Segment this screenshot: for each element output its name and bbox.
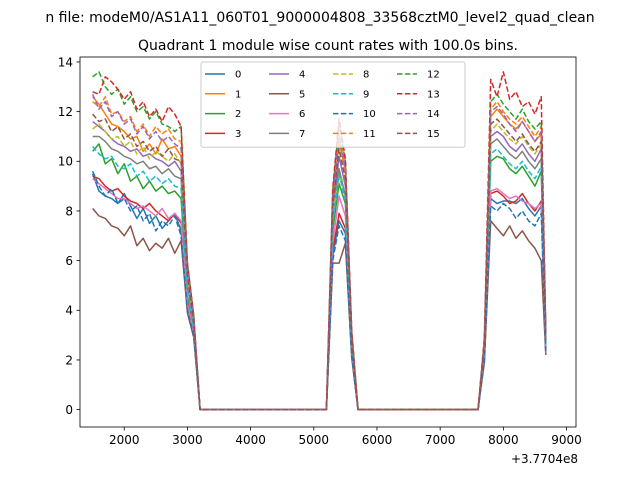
- legend-label-9: 9: [363, 89, 369, 100]
- y-tick-label-4: 4: [65, 304, 73, 318]
- legend-label-14: 14: [427, 109, 440, 120]
- y-tick-label-6: 6: [65, 254, 73, 268]
- y-tick-label-2: 2: [65, 353, 73, 367]
- y-tick-label-12: 12: [58, 105, 73, 119]
- y-tick-label-10: 10: [58, 155, 73, 169]
- x-tick-label-3000: 3000: [172, 433, 203, 447]
- y-tick-label-0: 0: [65, 403, 73, 417]
- x-axis: 2000 3000 4000 5000 6000 7000 8000 9000: [109, 427, 582, 447]
- x-tick-label-9000: 9000: [551, 433, 582, 447]
- legend-label-2: 2: [235, 109, 241, 120]
- legend-label-12: 12: [427, 70, 440, 81]
- x-tick-label-4000: 4000: [235, 433, 266, 447]
- x-tick-label-8000: 8000: [488, 433, 519, 447]
- legend-label-13: 13: [427, 89, 440, 100]
- series-layer: [91, 71, 547, 411]
- figure-suptitle: n file: modeM0/AS1A11_060T01_9000004808_…: [45, 10, 594, 26]
- legend-label-6: 6: [299, 109, 305, 120]
- legend-label-11: 11: [363, 129, 376, 140]
- legend-label-0: 0: [235, 70, 241, 81]
- y-tick-label-14: 14: [58, 55, 73, 69]
- x-tick-label-2000: 2000: [109, 433, 140, 447]
- legend-label-1: 1: [235, 89, 241, 100]
- y-axis: 0 2 4 6 8 10 12 14: [58, 55, 80, 417]
- chart-title: Quadrant 1 module wise count rates with …: [138, 38, 518, 54]
- series-line-15: [92, 113, 547, 411]
- legend-label-8: 8: [363, 70, 369, 81]
- y-tick-label-8: 8: [65, 204, 73, 218]
- x-tick-label-7000: 7000: [425, 433, 456, 447]
- legend-label-4: 4: [299, 70, 305, 81]
- legend-label-15: 15: [427, 129, 440, 140]
- legend-label-5: 5: [299, 89, 305, 100]
- x-offset-label: +3.7704e8: [511, 452, 578, 466]
- x-tick-label-5000: 5000: [299, 433, 330, 447]
- axes-frame: [79, 56, 577, 428]
- x-tick-label-6000: 6000: [362, 433, 393, 447]
- legend-label-10: 10: [363, 109, 376, 120]
- legend-label-3: 3: [235, 129, 241, 140]
- legend-label-7: 7: [299, 129, 305, 140]
- legend-frame: [200, 61, 466, 148]
